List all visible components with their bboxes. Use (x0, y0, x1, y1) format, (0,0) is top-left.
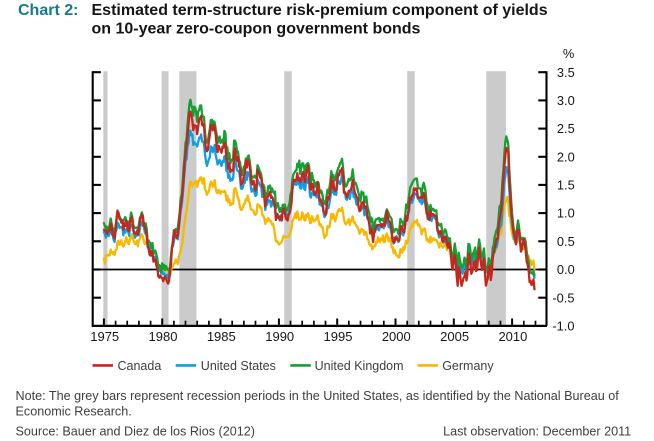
svg-text:United Kingdom: United Kingdom (315, 359, 404, 373)
svg-text:Last observation: December 201: Last observation: December 2011 (443, 424, 631, 438)
svg-text:3.0: 3.0 (557, 93, 575, 108)
svg-text:United States: United States (201, 359, 276, 373)
svg-text:2.0: 2.0 (557, 149, 575, 164)
svg-text:1975: 1975 (90, 329, 119, 344)
svg-text:Estimated term-structure risk-: Estimated term-structure risk-premium co… (92, 2, 548, 19)
svg-text:2010: 2010 (498, 329, 527, 344)
svg-text:0.0: 0.0 (557, 262, 575, 277)
svg-text:1995: 1995 (324, 329, 353, 344)
svg-text:2005: 2005 (440, 329, 469, 344)
svg-text:%: % (563, 46, 574, 61)
svg-text:Economic Research.: Economic Research. (16, 405, 132, 419)
svg-text:Note: The grey bars represent: Note: The grey bars represent recession … (16, 389, 620, 403)
svg-text:on 10-year zero-coupon governm: on 10-year zero-coupon government bonds (92, 21, 421, 38)
svg-text:1980: 1980 (149, 329, 178, 344)
svg-text:-1.0: -1.0 (552, 319, 574, 334)
svg-text:3.5: 3.5 (557, 65, 575, 80)
svg-text:2.5: 2.5 (557, 121, 575, 136)
svg-text:1.0: 1.0 (557, 206, 575, 221)
svg-text:Canada: Canada (118, 359, 162, 373)
svg-text:Source: Bauer and Diez de los: Source: Bauer and Diez de los Rios (2012… (16, 424, 255, 438)
svg-text:1990: 1990 (265, 329, 294, 344)
svg-text:1985: 1985 (207, 329, 236, 344)
svg-text:0.5: 0.5 (557, 234, 575, 249)
svg-text:1.5: 1.5 (557, 178, 575, 193)
svg-text:Germany: Germany (442, 359, 494, 373)
svg-text:2000: 2000 (382, 329, 411, 344)
svg-text:Chart 2:: Chart 2: (18, 2, 78, 19)
svg-text:-0.5: -0.5 (552, 290, 574, 305)
